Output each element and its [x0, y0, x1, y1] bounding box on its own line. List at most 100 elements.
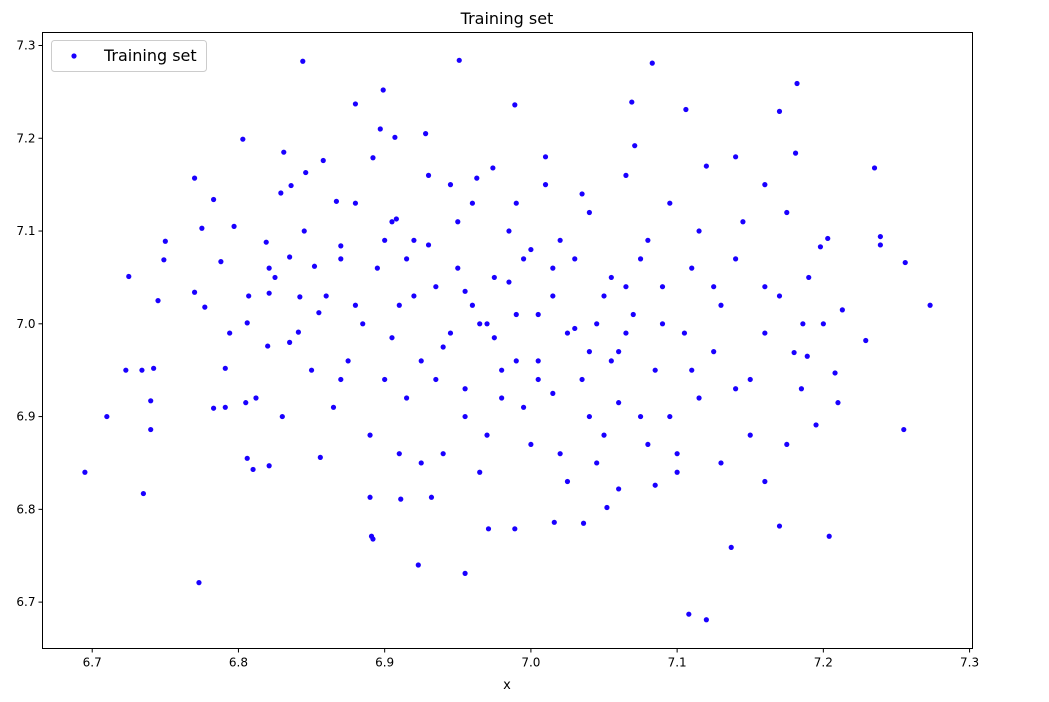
data-point	[370, 536, 376, 542]
data-point	[382, 376, 388, 383]
data-point	[733, 256, 739, 262]
data-point	[311, 263, 318, 269]
data-point	[250, 466, 256, 473]
data-point	[630, 311, 636, 318]
data-point	[649, 60, 655, 66]
data-point	[871, 165, 878, 171]
data-point	[278, 190, 284, 196]
data-point	[447, 182, 454, 188]
data-point	[762, 330, 768, 336]
data-point	[380, 87, 386, 93]
x-tick-label: 7.1	[668, 656, 687, 670]
data-point	[316, 310, 322, 316]
data-point	[776, 523, 783, 529]
data-point	[520, 256, 527, 262]
data-point	[652, 482, 658, 488]
legend-marker	[71, 53, 77, 59]
data-point	[674, 451, 680, 457]
data-point	[901, 426, 907, 433]
data-point	[645, 237, 651, 243]
data-point	[191, 175, 198, 181]
data-point	[474, 175, 480, 181]
data-point	[608, 274, 614, 281]
data-point	[266, 265, 272, 271]
data-point	[396, 451, 402, 457]
data-point	[462, 570, 468, 576]
data-point	[263, 239, 269, 245]
data-point	[218, 259, 224, 265]
data-point	[499, 367, 505, 373]
data-point	[440, 451, 446, 457]
data-point	[683, 106, 689, 113]
data-point	[222, 365, 228, 371]
data-point	[266, 290, 272, 296]
data-point	[210, 405, 217, 411]
data-point	[499, 395, 505, 401]
data-point	[703, 163, 709, 169]
data-point	[485, 526, 492, 532]
y-tick-label: 7.1	[16, 224, 35, 238]
data-point	[762, 478, 768, 485]
data-point	[389, 335, 395, 341]
data-point	[425, 242, 432, 248]
data-point	[333, 198, 340, 204]
data-point	[601, 432, 607, 438]
legend: Training set	[51, 40, 207, 72]
data-point	[594, 460, 600, 466]
y-axis-ticks: 6.7 6.8 6.9 7.0 7.1 7.2 7.3	[16, 38, 43, 609]
data-point	[462, 413, 468, 420]
data-point	[572, 325, 578, 332]
points-layer	[82, 57, 933, 623]
data-point	[813, 422, 819, 428]
data-point	[877, 242, 883, 248]
data-point	[491, 335, 497, 341]
data-point	[616, 486, 622, 492]
x-tick-label: 7.0	[521, 656, 540, 670]
data-point	[162, 238, 168, 244]
data-point	[550, 293, 556, 299]
data-point	[674, 469, 680, 475]
data-point	[287, 254, 293, 260]
data-point	[140, 490, 146, 497]
y-tick-label: 7.2	[16, 131, 35, 145]
data-point	[659, 321, 666, 327]
data-point	[551, 519, 557, 525]
data-point	[279, 413, 285, 420]
data-point	[711, 284, 717, 290]
y-tick-label: 6.8	[16, 502, 35, 516]
data-point	[367, 432, 373, 438]
data-point	[681, 330, 688, 336]
data-point	[792, 150, 799, 156]
data-point	[196, 580, 202, 586]
data-point	[370, 155, 376, 161]
data-point	[579, 191, 585, 197]
data-point	[491, 274, 497, 281]
data-point	[253, 395, 259, 401]
data-point	[902, 259, 908, 266]
data-point	[377, 126, 383, 132]
data-point	[513, 311, 519, 318]
legend-box	[51, 40, 207, 72]
data-point	[594, 321, 600, 327]
data-point	[423, 131, 429, 137]
data-point	[433, 284, 439, 290]
data-point	[297, 294, 303, 300]
data-point	[308, 367, 315, 373]
data-point	[338, 243, 344, 249]
data-point	[244, 320, 250, 326]
data-point	[300, 58, 306, 64]
data-point	[696, 228, 702, 234]
data-point	[352, 200, 359, 206]
data-point	[148, 426, 154, 433]
data-point	[696, 395, 702, 401]
data-point	[418, 460, 424, 466]
data-point	[586, 413, 592, 420]
data-point	[601, 293, 607, 299]
data-point	[550, 265, 556, 271]
data-point	[623, 284, 629, 290]
data-point	[389, 219, 395, 225]
data-point	[320, 157, 326, 164]
data-point	[747, 432, 753, 438]
data-point	[528, 441, 534, 448]
data-point	[246, 293, 252, 299]
